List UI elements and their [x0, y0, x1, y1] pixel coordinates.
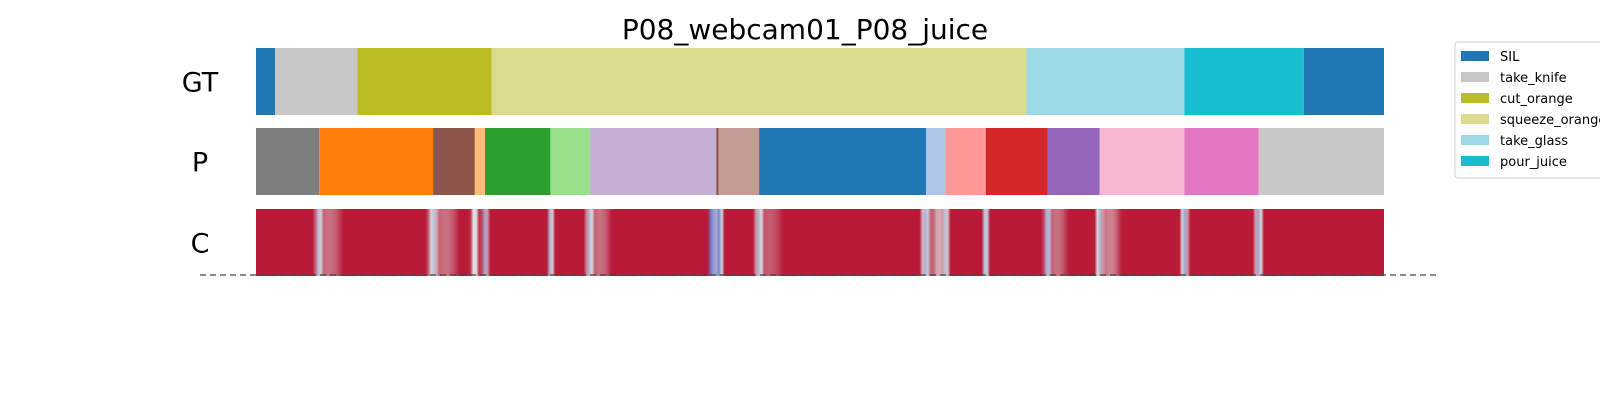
- row-label-p: P: [192, 148, 208, 179]
- legend-swatch-take-knife: [1461, 72, 1489, 82]
- segmentation-rows: GT P C: [182, 48, 1384, 276]
- legend-swatch-SIL: [1461, 51, 1489, 61]
- segment-class-lightpink: [1099, 128, 1185, 195]
- legend-swatch-cut-orange: [1461, 93, 1489, 103]
- segment-SIL: [1303, 48, 1384, 115]
- legend-label-cut-orange: cut_orange: [1500, 92, 1573, 107]
- confidence-band: [256, 209, 1384, 276]
- legend-swatch-pour-juice: [1461, 156, 1489, 166]
- row-label-gt: GT: [182, 68, 219, 99]
- segment-class-red: [985, 128, 1048, 195]
- legend-label-pour-juice: pour_juice: [1500, 155, 1567, 170]
- segment-pour-juice: [1184, 48, 1304, 115]
- legend-frame: [1454, 41, 1600, 179]
- legend-label-take-knife: take_knife: [1500, 71, 1567, 86]
- segment-class-orange: [319, 128, 434, 195]
- legend-swatch-take-glass: [1461, 135, 1489, 145]
- segment-class-lightblue: [926, 128, 946, 195]
- segment-class-lightred: [945, 128, 986, 195]
- segment-class-purple: [1047, 128, 1100, 195]
- segment-SIL: [256, 48, 276, 115]
- segment-class-green: [484, 128, 551, 195]
- chart-title: P08_webcam01_P08_juice: [622, 13, 988, 46]
- segment-squeeze-orange: [491, 48, 1027, 115]
- row-p: [256, 128, 1384, 195]
- segment-class-lightbrown: [718, 128, 760, 195]
- segment-class-gray: [256, 128, 320, 195]
- segment-class-pink: [1184, 128, 1259, 195]
- segment-class-lightgreen: [550, 128, 590, 195]
- segment-cut-orange: [357, 48, 492, 115]
- legend-label-squeeze-orange: squeeze_orange: [1500, 113, 1600, 128]
- segment-class-lightpurple: [589, 128, 717, 195]
- segment-take-knife: [275, 48, 358, 115]
- segment-SIL: [759, 128, 927, 195]
- row-label-c: C: [191, 229, 210, 260]
- row-c: [256, 209, 1384, 276]
- segment-class-brown: [716, 128, 719, 195]
- segment-take-knife: [1258, 128, 1384, 195]
- legend-label-SIL: SIL: [1500, 50, 1520, 65]
- segment-take-glass: [1026, 48, 1185, 115]
- segment-class-lightorange: [474, 128, 485, 195]
- row-gt: [256, 48, 1384, 115]
- legend-label-take-glass: take_glass: [1500, 134, 1568, 149]
- legend: SIL take_knife cut_orange squeeze_orangetak…: [1454, 41, 1600, 179]
- segment-class-brown: [433, 128, 475, 195]
- legend-swatch-squeeze-orange: [1461, 114, 1489, 124]
